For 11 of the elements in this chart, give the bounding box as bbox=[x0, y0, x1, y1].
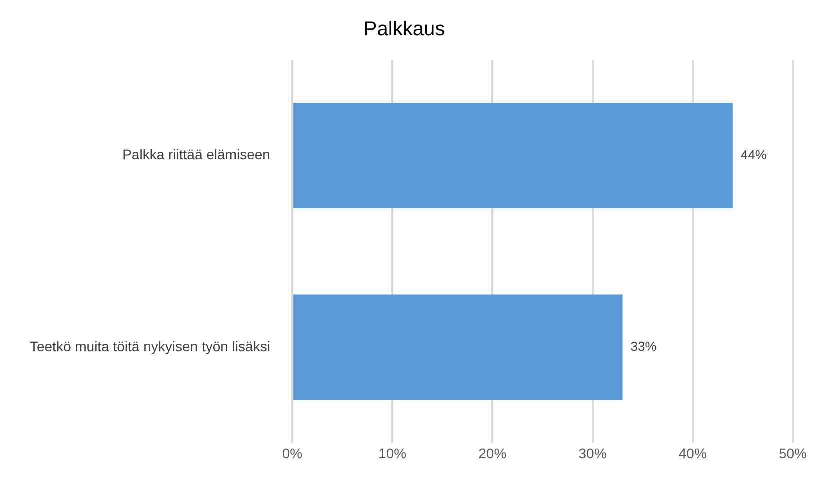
data-label: 33% bbox=[630, 338, 658, 354]
y-tick-label: Palkka riittää elämiseen bbox=[122, 146, 270, 163]
data-label: 44% bbox=[740, 147, 768, 162]
x-tick-label: 10% bbox=[378, 445, 407, 462]
x-tick-label: 50% bbox=[778, 445, 808, 462]
x-tick-label: 20% bbox=[478, 445, 507, 462]
x-tick-label: 30% bbox=[578, 445, 607, 462]
chart-title: Palkkaus bbox=[364, 18, 446, 41]
y-tick-label: Teetkö muita töitä nykyisen työn lisäksi bbox=[30, 338, 270, 354]
x-tick-label: 0% bbox=[282, 445, 303, 462]
x-tick-label: 40% bbox=[678, 445, 707, 462]
